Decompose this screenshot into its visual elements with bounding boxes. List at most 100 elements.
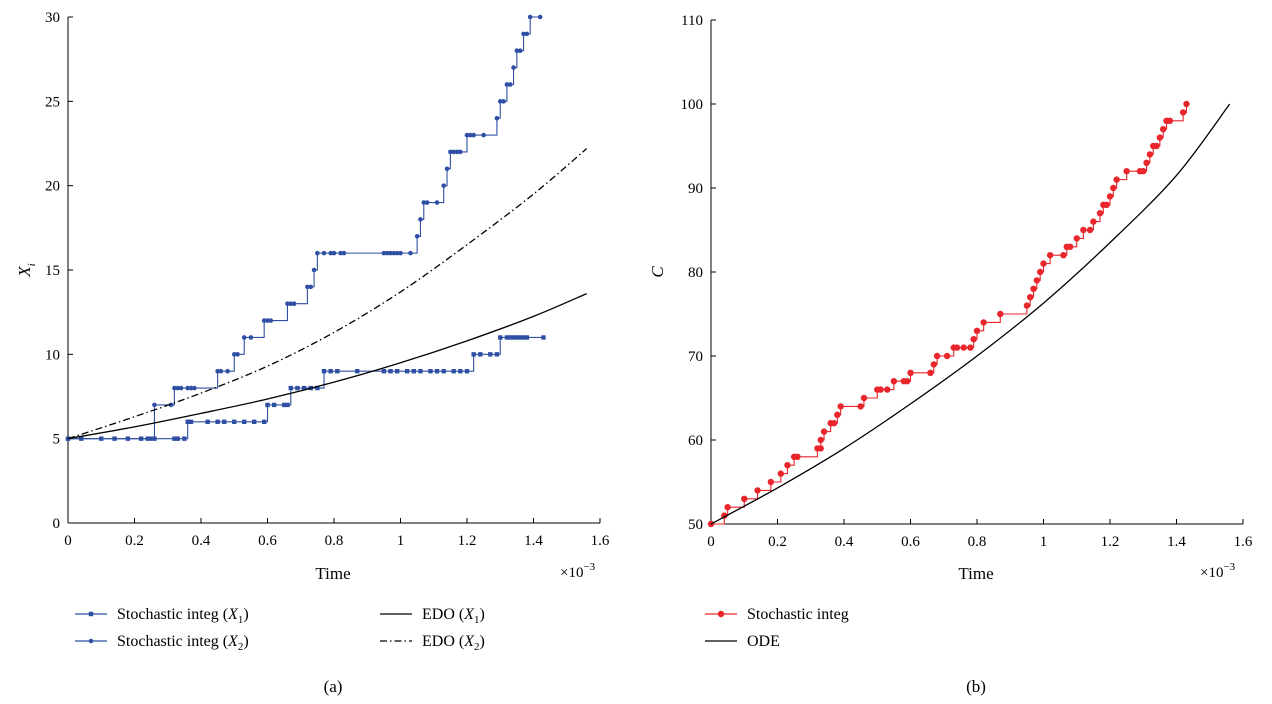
- panel-a-y-tick-label: 20: [45, 179, 60, 195]
- data-point: [421, 200, 427, 205]
- data-point: [1153, 142, 1160, 150]
- panel-a-label: (a): [324, 677, 343, 696]
- data-point: [1166, 117, 1174, 125]
- data-point: [315, 250, 320, 256]
- panel-b-x-exponent: ×10−3: [1200, 561, 1236, 581]
- data-point: [168, 402, 174, 408]
- panel-b-x-tick-label: 1: [1040, 534, 1048, 550]
- data-point: [504, 335, 510, 340]
- data-point: [408, 250, 413, 256]
- data-point: [261, 318, 267, 323]
- panel-a-y-tick-label: 0: [53, 516, 61, 532]
- data-point: [172, 436, 177, 441]
- data-point: [890, 378, 898, 385]
- data-point: [1090, 218, 1097, 225]
- data-point: [178, 385, 184, 391]
- panel-a-x-tick-label: 0.6: [258, 533, 277, 549]
- data-point: [175, 385, 181, 391]
- data-point: [434, 369, 440, 374]
- panel-b-y-tick-label: 70: [688, 349, 703, 365]
- panel-a: 0 0.2 0.4 0.6 0.8 1 1.2 1.4 1.6 0 5 10 15 20 25 30 Time…: [15, 10, 610, 696]
- data-point: [182, 436, 187, 441]
- data-point: [418, 217, 423, 222]
- data-point: [321, 369, 327, 374]
- data-point: [794, 453, 801, 460]
- data-point: [301, 385, 307, 391]
- data-point: [424, 200, 430, 205]
- panel-a-plot: [65, 14, 588, 441]
- data-point: [517, 48, 523, 54]
- legend-label: EDO (X1): [422, 606, 485, 626]
- data-point: [215, 419, 220, 424]
- data-point: [997, 310, 1004, 318]
- data-point: [504, 82, 510, 87]
- data-point: [501, 99, 506, 104]
- data-point: [222, 419, 227, 424]
- data-point: [1123, 168, 1130, 175]
- data-point: [381, 250, 387, 256]
- data-point: [754, 487, 761, 494]
- data-point: [261, 419, 267, 424]
- data-point: [448, 149, 453, 155]
- data-point: [464, 369, 470, 374]
- data-point: [1046, 252, 1054, 259]
- data-point: [285, 402, 290, 408]
- data-point: [521, 335, 526, 340]
- data-point: [494, 115, 500, 121]
- panel-b-legend: Stochastic integ ODE: [705, 606, 849, 650]
- data-point: [524, 31, 530, 37]
- data-point: [335, 369, 340, 374]
- data-point: [1110, 184, 1117, 192]
- data-point: [1113, 176, 1120, 183]
- data-point: [508, 335, 513, 340]
- data-point: [355, 369, 360, 374]
- panel-a-x-exponent: ×10−3: [560, 561, 596, 581]
- data-point: [428, 369, 433, 374]
- data-point: [933, 352, 941, 360]
- data-point: [1027, 294, 1034, 301]
- data-point: [518, 335, 523, 340]
- data-point: [265, 318, 270, 323]
- data-point: [877, 386, 884, 393]
- data-point: [943, 352, 951, 360]
- data-point: [434, 200, 440, 205]
- panel-a-y-tick-label: 25: [45, 94, 60, 110]
- data-point: [1086, 226, 1094, 234]
- data-point: [458, 369, 463, 374]
- panel-a-y-tick-label: 10: [45, 347, 60, 363]
- data-point: [464, 132, 470, 138]
- data-point: [248, 335, 254, 340]
- panel-b-ylabel: C: [648, 266, 667, 278]
- legend-label: Stochastic integ (X1): [117, 606, 249, 626]
- data-point: [175, 436, 180, 441]
- panel-b: 0 0.2 0.4 0.6 0.8 1 1.2 1.4 1.65060708090100110 …: [648, 13, 1253, 696]
- legend-label: EDO (X2): [422, 633, 485, 653]
- data-point: [331, 250, 337, 256]
- data-point: [192, 385, 197, 391]
- data-point: [724, 504, 731, 511]
- data-point: [820, 428, 828, 435]
- data-point: [857, 403, 864, 410]
- data-point: [152, 402, 157, 408]
- data-point: [328, 250, 333, 256]
- data-point: [468, 132, 473, 138]
- data-point: [285, 301, 290, 307]
- legend-swatch-marker: [88, 638, 94, 644]
- panel-a-x-tick-label: 1.2: [458, 533, 477, 549]
- data-point: [454, 149, 460, 155]
- data-point: [1160, 126, 1167, 133]
- data-point: [242, 419, 247, 424]
- data-point: [65, 436, 71, 441]
- data-point: [265, 402, 270, 408]
- panel-a-x-tick-label: 1.4: [524, 533, 543, 549]
- data-point: [1030, 285, 1037, 292]
- data-point: [328, 369, 333, 374]
- data-point: [741, 495, 748, 502]
- panel-b-x-tick-label: 0.6: [901, 534, 920, 550]
- data-point: [1060, 252, 1067, 259]
- data-point: [497, 99, 503, 104]
- data-point: [394, 369, 400, 374]
- data-point: [830, 420, 838, 427]
- panel-a-y-tick-label: 30: [45, 10, 60, 26]
